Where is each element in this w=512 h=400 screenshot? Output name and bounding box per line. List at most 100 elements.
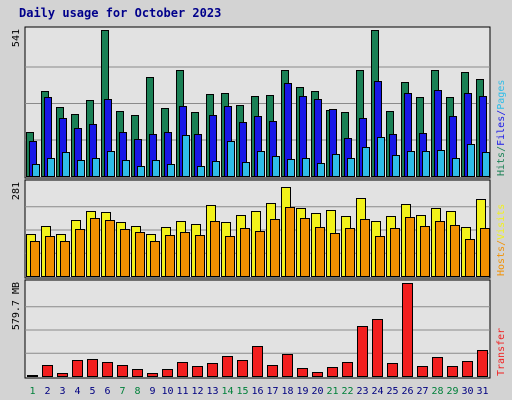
bar (317, 163, 325, 177)
bar (255, 231, 265, 277)
bar (152, 160, 160, 177)
bar (242, 162, 250, 177)
bar (162, 369, 173, 377)
axis-max-label: 541 (11, 29, 22, 47)
day-label: 24 (371, 386, 383, 397)
day-label: 21 (326, 386, 338, 397)
bar (105, 220, 115, 277)
day-label: 16 (251, 386, 263, 397)
axis-max-label: 579.7 MB (11, 282, 22, 330)
bar (462, 361, 473, 377)
day-label: 31 (476, 386, 488, 397)
day-label: 26 (401, 386, 413, 397)
bar (452, 158, 460, 177)
bar (297, 368, 308, 377)
day-label: 5 (89, 386, 95, 397)
bar (447, 366, 458, 377)
bar (62, 152, 70, 177)
bar (57, 373, 68, 377)
bar (330, 233, 340, 277)
day-label: 29 (446, 386, 458, 397)
bar (192, 366, 203, 377)
bar (122, 160, 130, 177)
bar (270, 219, 280, 277)
series-label-part: / (496, 240, 507, 246)
bar (315, 227, 325, 277)
bar (405, 217, 415, 277)
bar (390, 228, 400, 277)
day-label: 7 (119, 386, 125, 397)
day-label: 19 (296, 386, 308, 397)
day-label: 3 (59, 386, 65, 397)
bar (47, 158, 55, 177)
day-label: 27 (416, 386, 428, 397)
bar (117, 365, 128, 377)
bar (102, 362, 113, 377)
bar (27, 375, 38, 377)
bar (375, 236, 385, 277)
day-label: 15 (236, 386, 248, 397)
bar (437, 150, 445, 177)
bar (90, 218, 100, 277)
bar (287, 159, 295, 177)
bar (467, 144, 475, 177)
day-label: 30 (461, 386, 473, 397)
bar (150, 241, 160, 277)
bar (477, 350, 488, 377)
bar (135, 232, 145, 277)
series-label-part: / (496, 110, 507, 116)
chart-title: Daily usage for October 2023 (19, 6, 222, 20)
bar (417, 366, 428, 377)
bar (345, 228, 355, 277)
bar (392, 155, 400, 177)
bar (360, 219, 370, 277)
bar (387, 363, 398, 377)
day-label: 6 (104, 386, 110, 397)
bar (30, 241, 40, 277)
bar (212, 161, 220, 177)
bar (227, 141, 235, 177)
bar (207, 363, 218, 377)
day-label: 17 (266, 386, 278, 397)
bar (222, 356, 233, 377)
bar (210, 221, 220, 277)
bar (407, 151, 415, 177)
bar (180, 232, 190, 277)
bar (72, 360, 83, 377)
day-label: 20 (311, 386, 323, 397)
day-label: 25 (386, 386, 398, 397)
bar (177, 362, 188, 377)
bar (282, 354, 293, 377)
bar (182, 135, 190, 177)
bar (302, 158, 310, 177)
bar (422, 151, 430, 177)
series-label: Transfer (496, 328, 507, 376)
bar (402, 283, 413, 377)
day-label: 14 (221, 386, 233, 397)
bar (357, 326, 368, 377)
series-label-part: Visits (496, 204, 507, 240)
bar (75, 229, 85, 277)
bar (32, 164, 40, 177)
bar (435, 221, 445, 277)
bar (285, 207, 295, 277)
series-label-part: / (496, 146, 507, 152)
bar (300, 218, 310, 277)
bar (45, 236, 55, 277)
bar (132, 369, 143, 377)
day-label: 22 (341, 386, 353, 397)
bar (420, 226, 430, 277)
day-label: 23 (356, 386, 368, 397)
series-label: Hosts/Visits (496, 204, 507, 276)
bar (377, 137, 385, 177)
bar (432, 357, 443, 377)
bar (450, 225, 460, 277)
bar (252, 346, 263, 377)
bar (60, 241, 70, 277)
day-label: 28 (431, 386, 443, 397)
bar (480, 228, 490, 277)
series-label: Hits/Files/Pages (496, 80, 507, 176)
day-label: 1 (29, 386, 35, 397)
bar (167, 164, 175, 177)
bar (77, 160, 85, 177)
